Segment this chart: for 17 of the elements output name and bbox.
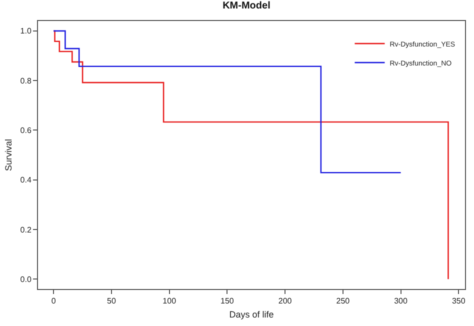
y-tick-label: 0.0 (20, 274, 32, 284)
y-tick-label: 0.2 (20, 225, 32, 234)
y-tick-label: 0.8 (20, 76, 32, 86)
x-tick-label: 200 (278, 296, 292, 306)
chart-title: KM-Model (222, 0, 271, 12)
x-axis-title: Days of life (229, 309, 274, 320)
x-tick-label: 350 (452, 296, 466, 306)
y-tick-label: 0.6 (20, 126, 32, 135)
x-tick-label: 150 (220, 296, 234, 306)
x-tick-label: 100 (162, 296, 177, 306)
x-tick-label: 50 (107, 296, 116, 306)
x-tick-label: 0 (51, 296, 56, 306)
y-axis-title: Survival (4, 138, 14, 172)
y-tick-label: 1.0 (20, 26, 32, 36)
x-tick-label: 250 (336, 296, 350, 306)
y-tick-label: 0.4 (20, 176, 32, 185)
x-tick-label: 300 (394, 296, 408, 306)
